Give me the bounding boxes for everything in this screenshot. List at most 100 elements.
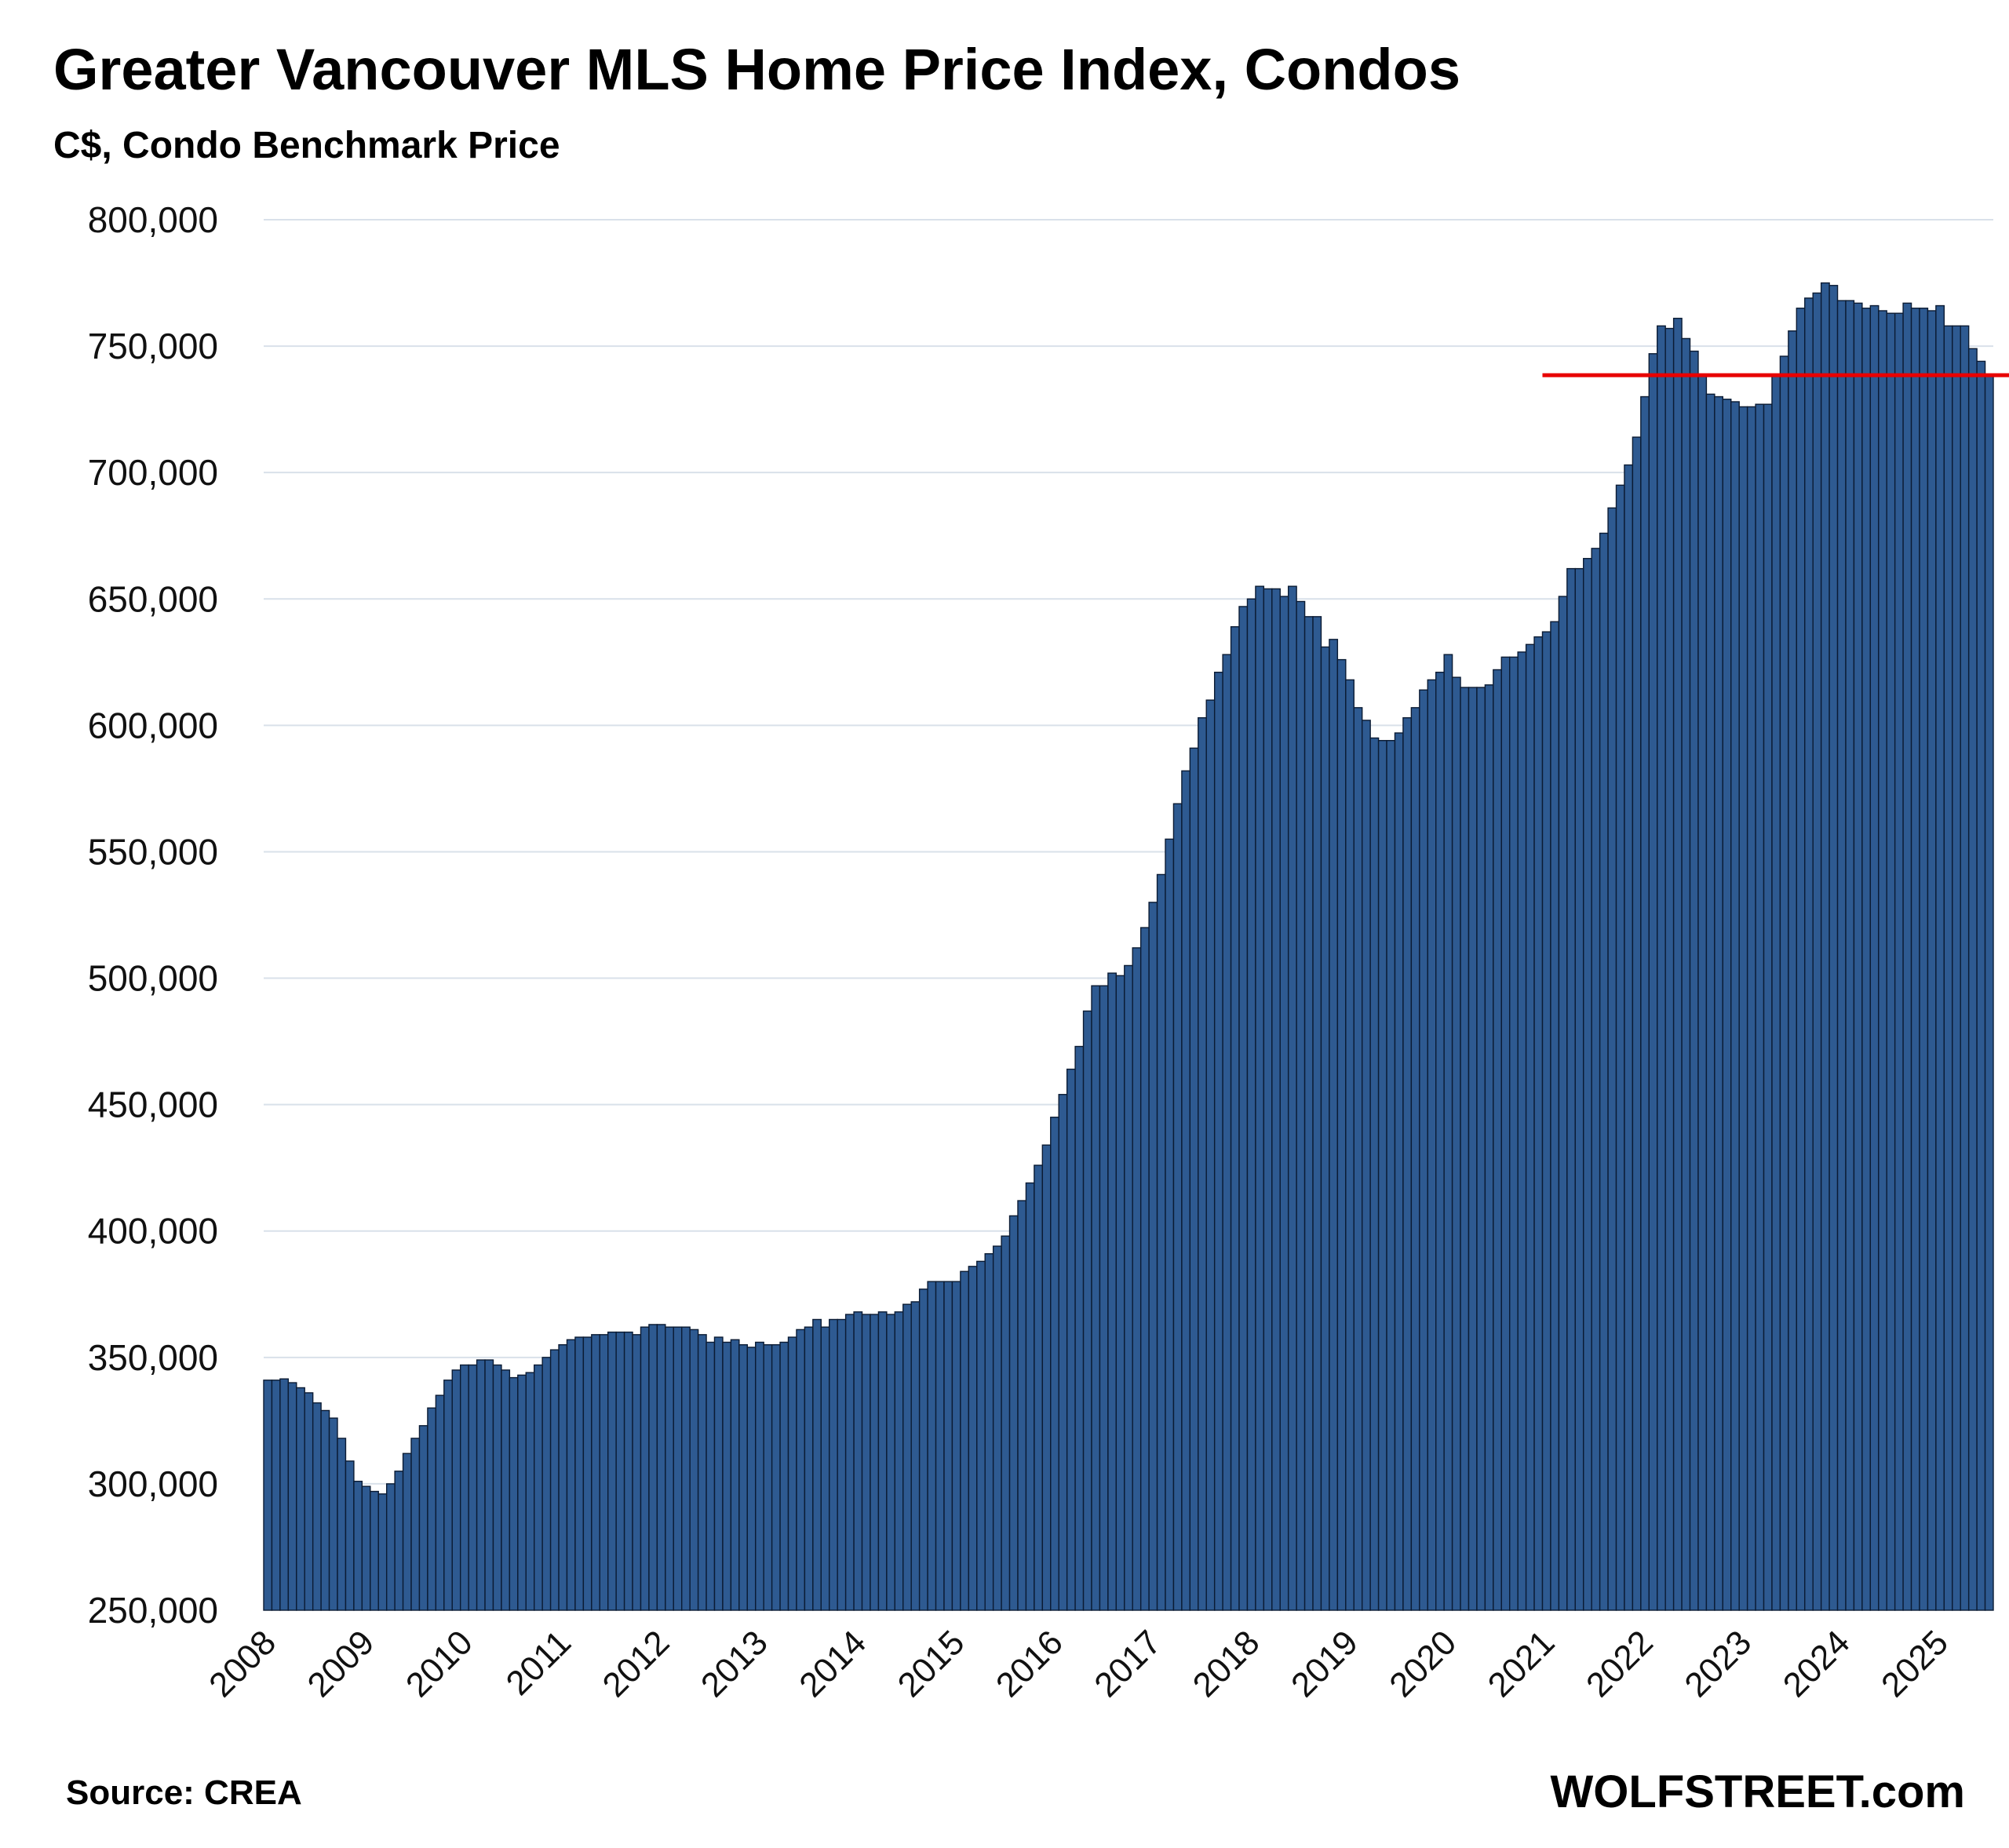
bar [1263, 588, 1273, 1611]
bar [1672, 317, 1683, 1611]
bar [1074, 1045, 1085, 1611]
y-tick-label: 650,000 [88, 578, 218, 619]
bar [1255, 585, 1265, 1611]
bar [1213, 672, 1223, 1611]
bar [1820, 282, 1830, 1611]
bar [894, 1311, 904, 1611]
bar [1943, 325, 1953, 1611]
bar [697, 1334, 707, 1611]
bar [271, 1380, 281, 1611]
bar [1025, 1182, 1035, 1611]
bar [886, 1314, 896, 1611]
bar [615, 1331, 625, 1611]
x-tick-label: 2019 [1284, 1623, 1365, 1704]
bar [1607, 507, 1617, 1611]
bar [1271, 588, 1281, 1611]
x-tick-label: 2022 [1579, 1623, 1661, 1704]
bar [1386, 739, 1396, 1611]
bar [1697, 376, 1708, 1611]
bar [1460, 687, 1470, 1611]
bar [902, 1303, 912, 1611]
bar [1058, 1094, 1068, 1611]
bar [468, 1364, 478, 1611]
bar [1476, 687, 1486, 1611]
bar [1410, 707, 1420, 1611]
x-tick-label: 2009 [301, 1623, 382, 1704]
y-tick-label: 350,000 [88, 1337, 218, 1378]
y-tick-label: 250,000 [88, 1590, 218, 1631]
x-tick-label: 2015 [891, 1623, 972, 1704]
bar [328, 1417, 338, 1611]
bar [1935, 304, 1945, 1611]
bar [1829, 285, 1839, 1611]
bar [1657, 325, 1666, 1611]
bar [943, 1281, 953, 1611]
bar [377, 1493, 388, 1611]
bar [738, 1344, 748, 1611]
bar [385, 1483, 396, 1611]
bar [1050, 1117, 1059, 1611]
bar [1984, 376, 1994, 1611]
bar [1484, 684, 1494, 1611]
bar [427, 1407, 437, 1611]
bar-series [263, 282, 1994, 1611]
bar [525, 1372, 535, 1611]
bar [771, 1344, 781, 1611]
bar [1836, 300, 1847, 1611]
bar [1369, 737, 1380, 1611]
bar [451, 1369, 461, 1611]
bar [361, 1485, 371, 1611]
y-tick-label: 500,000 [88, 958, 218, 999]
bar [1509, 656, 1519, 1611]
bar [1869, 304, 1880, 1611]
bar [1541, 631, 1551, 1611]
bar [829, 1318, 838, 1611]
x-tick-label: 2013 [694, 1623, 775, 1704]
bar [263, 1380, 273, 1611]
bar [394, 1471, 404, 1611]
bar [673, 1326, 683, 1611]
bar [706, 1341, 716, 1611]
bar [517, 1374, 527, 1611]
bar [1779, 355, 1789, 1611]
bar [820, 1326, 830, 1611]
bar [591, 1334, 600, 1611]
y-tick-label: 550,000 [88, 831, 218, 872]
bar [689, 1329, 699, 1611]
y-tick-label: 750,000 [88, 326, 218, 366]
bar [1107, 972, 1118, 1611]
bar [844, 1314, 855, 1611]
x-tick-label: 2017 [1087, 1623, 1169, 1704]
bar [1181, 770, 1191, 1611]
bar [1189, 747, 1199, 1611]
bar [935, 1281, 945, 1611]
x-tick-label: 2020 [1382, 1623, 1464, 1704]
bar [927, 1281, 937, 1611]
bar [910, 1301, 921, 1611]
x-axis-ticks: 2008 2009 2010 2011 2012 2013 2014 2015 2016 2017… [202, 1623, 1956, 1704]
y-tick-label: 700,000 [88, 452, 218, 493]
bar [861, 1314, 871, 1611]
bar [1165, 838, 1175, 1611]
bar [287, 1382, 297, 1611]
bar [1139, 927, 1150, 1611]
bar [1099, 985, 1109, 1611]
bar [623, 1331, 633, 1611]
bar [1952, 325, 1961, 1611]
bar [870, 1314, 880, 1611]
brand-logo-text: WOLFSTREET.com [1550, 1766, 1965, 1817]
bar [1550, 621, 1560, 1611]
x-tick-label: 2008 [202, 1623, 283, 1704]
bar [1632, 436, 1642, 1611]
bar [574, 1336, 585, 1611]
bar [1091, 985, 1101, 1611]
bar [1788, 330, 1798, 1611]
bar [582, 1336, 592, 1611]
bar [1517, 651, 1527, 1611]
bar [1336, 658, 1347, 1611]
bar [1763, 403, 1773, 1611]
bar [279, 1378, 290, 1611]
bar [804, 1326, 814, 1611]
bar [492, 1364, 502, 1611]
